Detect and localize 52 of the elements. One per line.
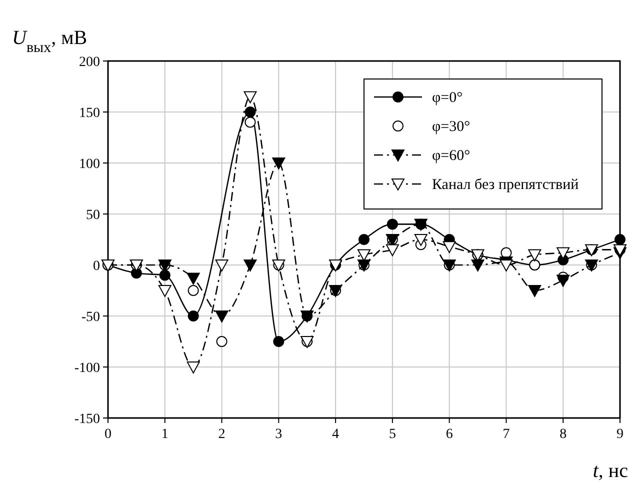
x-tick-label: 0 — [104, 427, 112, 442]
y-tick-label: 0 — [93, 259, 100, 274]
x-tick-label: 7 — [502, 427, 510, 442]
point — [244, 260, 257, 272]
point — [244, 91, 257, 104]
point — [471, 260, 484, 272]
x-tick-label: 4 — [332, 427, 340, 442]
point — [188, 310, 199, 322]
point — [556, 274, 570, 287]
y-tick-label: 100 — [79, 157, 100, 172]
legend-label: φ=0° — [432, 90, 463, 106]
y-tick-label: 200 — [79, 55, 100, 70]
point — [188, 285, 199, 296]
point — [358, 234, 370, 245]
point — [215, 310, 228, 322]
x-tick-label: 6 — [446, 427, 453, 442]
point — [244, 116, 256, 128]
point — [273, 336, 284, 347]
point — [500, 260, 513, 272]
x-tick-label: 5 — [388, 427, 396, 442]
y-tick-label: -50 — [81, 310, 100, 325]
x-tick-label: 1 — [161, 427, 168, 442]
x-tick-label: 2 — [218, 427, 226, 442]
point — [272, 158, 286, 170]
point — [215, 260, 228, 272]
point — [158, 285, 172, 297]
point — [244, 106, 256, 118]
point — [386, 244, 399, 256]
legend-label: φ=60° — [432, 148, 470, 164]
legend-label: Канал без препятствий — [432, 177, 579, 193]
point — [528, 249, 542, 262]
point — [386, 218, 398, 230]
x-tick-label: 9 — [616, 427, 624, 442]
y-tick-label: 150 — [79, 106, 100, 121]
x-tick-label: 8 — [560, 427, 567, 442]
point — [556, 247, 570, 260]
legend-label: φ=30° — [432, 119, 470, 135]
y-tick-label: 50 — [86, 208, 100, 223]
point — [414, 234, 428, 246]
x-axis-title: t, нс — [592, 460, 628, 482]
x-tick-label: 3 — [275, 427, 282, 442]
point — [186, 272, 200, 285]
point — [442, 241, 456, 254]
point — [186, 362, 200, 374]
point — [614, 234, 626, 245]
y-tick-label: -100 — [74, 361, 100, 376]
y-tick-label: -150 — [74, 412, 100, 427]
point — [528, 285, 542, 297]
y-axis-title: U$_{вых}$, мВ — [12, 27, 88, 56]
point — [159, 270, 170, 281]
point — [358, 249, 370, 262]
point — [216, 336, 228, 347]
